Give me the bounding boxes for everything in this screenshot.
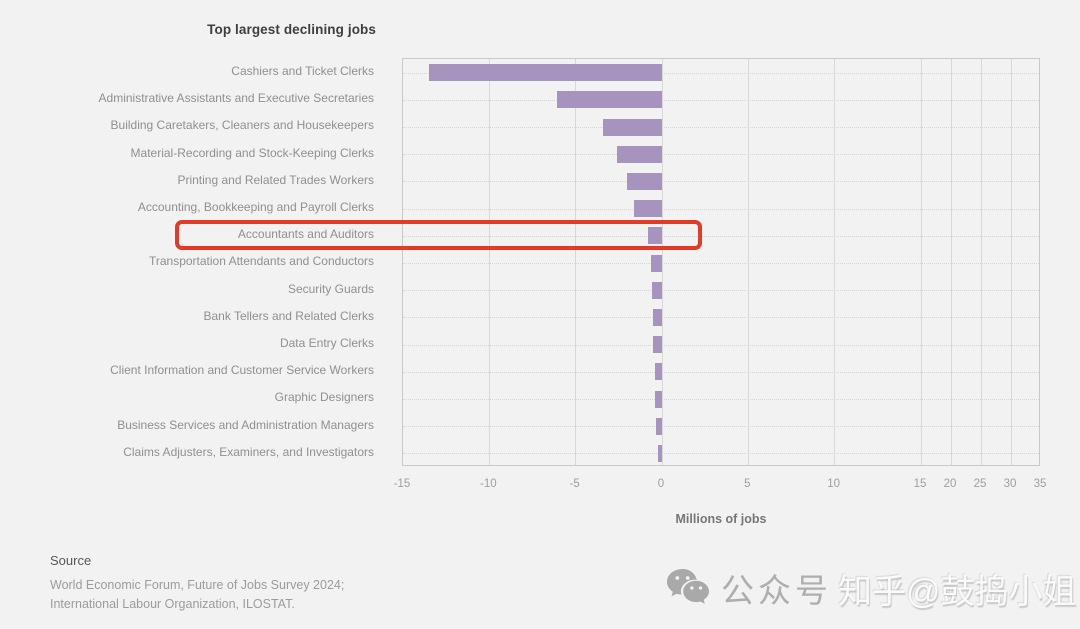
category-label: Graphic Designers <box>274 390 374 405</box>
category-bar <box>654 363 662 381</box>
category-label: Data Entry Clerks <box>279 336 374 350</box>
dotted-gridline <box>403 235 1039 237</box>
dotted-gridline <box>403 181 1039 183</box>
highlight-box <box>175 219 702 250</box>
category-label: Administrative Assistants and Executive … <box>98 91 374 106</box>
dotted-gridline <box>403 72 1039 74</box>
x-tick-label: 20 <box>943 478 957 490</box>
category-bar <box>653 336 662 354</box>
category-bar <box>603 118 662 136</box>
x-tick-label: 25 <box>973 478 987 490</box>
category-label: Material-Recording and Stock-Keeping Cle… <box>130 145 374 160</box>
category-label: Accounting, Bookkeeping and Payroll Cler… <box>137 200 374 214</box>
dotted-gridline <box>403 371 1039 373</box>
category-bar <box>655 390 662 408</box>
category-bar <box>634 200 662 218</box>
watermark: 公众号 知乎@鼓捣小姐 <box>664 562 1077 614</box>
vertical-gridline <box>1010 59 1012 465</box>
dotted-gridline <box>403 99 1039 101</box>
category-label: Business Services and Administration Man… <box>117 417 374 432</box>
x-tick-label: 35 <box>1033 478 1047 490</box>
dotted-gridline <box>403 127 1039 128</box>
dotted-gridline <box>403 290 1039 292</box>
x-tick-label: 10 <box>827 478 841 490</box>
wechat-icon <box>667 569 709 604</box>
category-bar <box>656 417 662 435</box>
category-label: Building Caretakers, Cleaners and Housek… <box>110 118 374 133</box>
x-axis-title: Millions of jobs <box>675 512 767 526</box>
x-tick-label: 0 <box>657 478 665 490</box>
vertical-gridline <box>950 59 952 465</box>
source-block: Source World Economic Forum, Future of J… <box>50 553 344 614</box>
category-bar <box>657 444 662 462</box>
category-label: Accountants and Auditors <box>237 227 374 242</box>
category-label: Security Guards <box>287 281 374 296</box>
source-line-2: International Labour Organization, ILOST… <box>50 597 295 611</box>
x-tick-label: 5 <box>744 478 751 490</box>
dotted-gridline <box>403 208 1039 210</box>
category-bar <box>428 64 662 82</box>
category-bar <box>648 227 662 245</box>
vertical-gridline <box>661 59 663 465</box>
x-tick-label: -10 <box>480 478 497 490</box>
category-bar <box>556 91 662 109</box>
category-bar <box>651 281 662 299</box>
category-label: Cashiers and Ticket Clerks <box>231 64 374 78</box>
vertical-gridline <box>747 59 749 465</box>
plot-area <box>402 58 1040 466</box>
category-label: Transportation Attendants and Conductors <box>148 254 374 269</box>
category-bar <box>652 308 662 326</box>
vertical-gridline <box>575 59 577 465</box>
chart-title: Top largest declining jobs <box>207 22 376 37</box>
vertical-gridline <box>834 59 836 465</box>
vertical-gridline <box>488 59 490 465</box>
category-label: Bank Tellers and Related Clerks <box>203 308 374 323</box>
x-tick-label: 15 <box>913 478 927 490</box>
dotted-gridline <box>403 399 1039 400</box>
category-label: Printing and Related Trades Workers <box>177 172 374 187</box>
dotted-gridline <box>403 317 1039 319</box>
x-tick-label: -5 <box>569 478 580 490</box>
watermark-wechat-label: 公众号 <box>721 572 832 609</box>
category-bar <box>627 172 662 190</box>
vertical-gridline <box>980 59 982 465</box>
category-label: Client Information and Customer Service … <box>110 363 374 378</box>
dotted-gridline <box>403 453 1039 455</box>
x-tick-label: -15 <box>393 478 411 490</box>
x-tick-label: 30 <box>1003 478 1017 490</box>
dotted-gridline <box>403 426 1039 428</box>
category-bar <box>650 254 662 272</box>
dotted-gridline <box>403 154 1039 156</box>
category-bar <box>617 145 662 163</box>
vertical-gridline <box>920 59 922 465</box>
category-label: Claims Adjusters, Examiners, and Investi… <box>123 444 374 459</box>
dotted-gridline <box>403 344 1039 346</box>
source-line-1: World Economic Forum, Future of Jobs Sur… <box>50 578 345 592</box>
source-heading: Source <box>50 553 92 568</box>
watermark-zhihu-label: 知乎@鼓捣小姐 <box>838 572 1077 611</box>
dotted-gridline <box>403 263 1039 264</box>
